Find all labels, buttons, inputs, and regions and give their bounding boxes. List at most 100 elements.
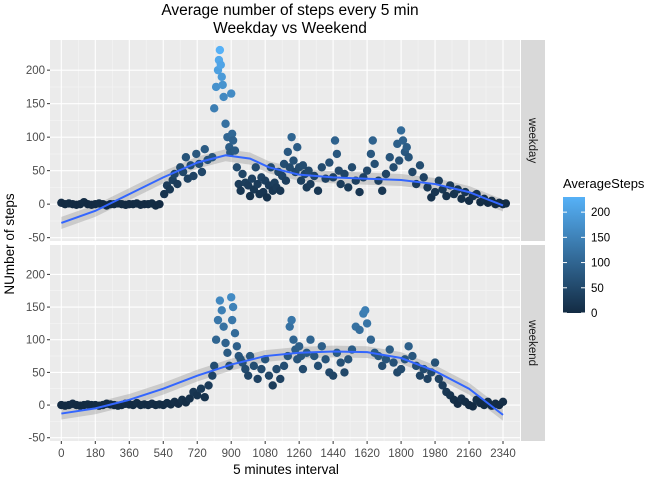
data-point <box>200 145 209 154</box>
data-point <box>155 199 164 209</box>
data-point <box>213 315 223 325</box>
data-point <box>181 153 191 162</box>
y-tick-label: -50 <box>28 233 45 245</box>
data-point <box>430 358 440 367</box>
data-point <box>211 82 221 92</box>
panel-weekend-smooth-line <box>61 350 504 416</box>
data-point <box>306 179 315 189</box>
x-tick-label: 1080 <box>252 448 278 460</box>
data-point <box>234 179 243 189</box>
data-point <box>216 60 226 69</box>
data-point <box>249 361 259 371</box>
data-point <box>232 163 242 172</box>
legend-ticks: 0 50 100 150 200 <box>563 207 610 320</box>
x-tick-label: 1980 <box>422 448 448 460</box>
data-point <box>368 136 377 145</box>
data-point <box>218 80 227 90</box>
smooth-line <box>60 154 504 224</box>
data-point <box>227 315 237 325</box>
data-point <box>227 129 237 138</box>
data-point <box>236 186 245 195</box>
data-point <box>396 126 406 135</box>
data-point <box>276 374 285 384</box>
x-tick-label: 540 <box>154 448 173 460</box>
data-point <box>330 136 340 145</box>
x-tick-label: 900 <box>222 448 241 460</box>
data-point <box>336 358 345 367</box>
y-tick-label: 50 <box>32 367 45 379</box>
legend-colorbar <box>563 197 585 313</box>
panel-weekend-strip <box>521 245 545 441</box>
panel-weekday-strip-label: weekday <box>526 117 538 164</box>
x-tick-label: 2340 <box>490 448 516 460</box>
data-point <box>430 187 440 197</box>
data-point <box>415 161 425 170</box>
y-tick-label: 0 <box>39 199 45 211</box>
panel-weekend-grid <box>50 245 520 441</box>
data-point <box>408 351 417 361</box>
data-point <box>253 179 262 189</box>
data-point <box>210 361 219 371</box>
legend: AverageSteps 0 50 100 150 200 <box>563 176 645 320</box>
data-point <box>245 191 255 201</box>
data-point <box>332 149 342 159</box>
data-point <box>243 371 253 380</box>
data-point <box>304 166 313 175</box>
data-point <box>344 183 353 192</box>
x-tick-label: 180 <box>86 448 105 460</box>
data-point <box>404 153 413 162</box>
data-point <box>253 374 262 384</box>
data-point <box>408 167 417 177</box>
y-tick-label: 200 <box>26 269 45 281</box>
panel-weekday-strip <box>521 40 545 241</box>
panel-weekday-points <box>57 45 511 210</box>
data-point <box>293 143 302 152</box>
y-tick-label: 100 <box>26 132 45 144</box>
data-point <box>501 199 511 208</box>
data-point <box>340 169 349 179</box>
data-point <box>310 351 319 361</box>
data-point <box>196 384 206 393</box>
data-point <box>296 176 306 185</box>
y-axis-title: NUmber of steps <box>2 193 17 295</box>
data-point <box>374 176 383 185</box>
data-point <box>415 371 425 380</box>
data-point <box>200 393 209 402</box>
data-point <box>325 158 334 167</box>
data-point <box>389 358 398 367</box>
data-point <box>238 169 247 179</box>
legend-tick-label: 200 <box>591 207 610 219</box>
x-tick-label: 1800 <box>388 448 414 460</box>
data-point <box>344 355 353 364</box>
x-tick-label: 1620 <box>354 448 380 460</box>
data-point <box>215 45 225 55</box>
data-point <box>217 72 226 82</box>
data-point <box>396 364 406 374</box>
data-point <box>313 186 323 195</box>
data-point <box>283 147 293 157</box>
data-point <box>398 136 408 145</box>
data-point <box>221 338 230 348</box>
data-point <box>389 163 398 172</box>
data-point <box>298 161 308 170</box>
data-point <box>227 293 236 302</box>
data-point <box>328 371 338 380</box>
data-point <box>210 104 219 113</box>
data-point <box>294 342 304 351</box>
data-point <box>385 153 394 162</box>
data-point <box>404 342 413 351</box>
data-point <box>230 329 240 338</box>
y-tick-label: -50 <box>28 433 45 445</box>
data-point <box>192 149 201 159</box>
legend-title: AverageSteps <box>563 176 645 191</box>
data-point <box>228 302 238 312</box>
y-tick-label: 150 <box>26 99 45 111</box>
legend-tick-label: 100 <box>591 258 610 270</box>
x-tick-label: 1260 <box>286 448 312 460</box>
data-point <box>381 355 391 364</box>
panel-weekend: weekend <box>50 245 545 441</box>
smooth-confidence-band <box>61 149 504 229</box>
data-point <box>366 335 376 344</box>
data-point <box>332 348 342 357</box>
data-point <box>370 159 379 169</box>
